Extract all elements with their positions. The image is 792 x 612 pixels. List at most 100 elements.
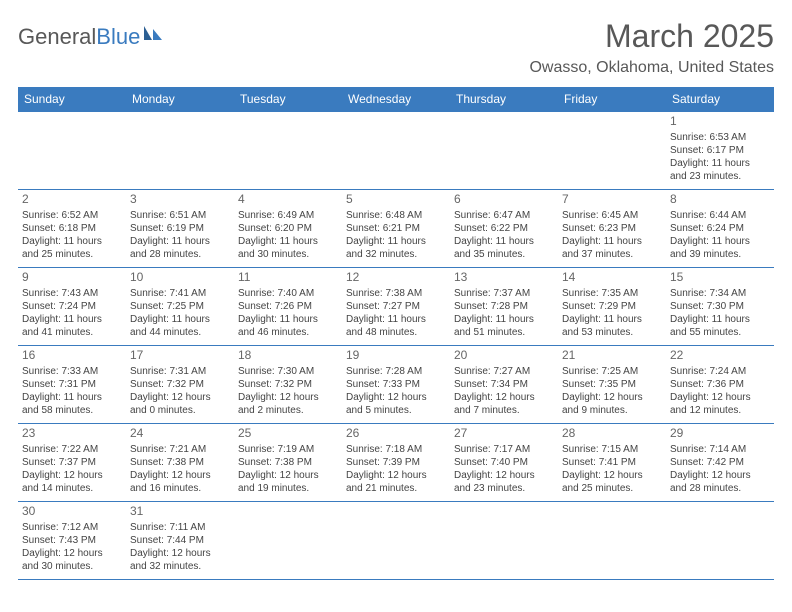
calendar-cell: 6Sunrise: 6:47 AMSunset: 6:22 PMDaylight… [450,190,558,268]
daylight-text: Daylight: 12 hours [562,469,662,482]
sunset-text: Sunset: 7:32 PM [238,378,338,391]
weekday-header: Monday [126,87,234,112]
calendar-cell: 19Sunrise: 7:28 AMSunset: 7:33 PMDayligh… [342,346,450,424]
calendar-cell: 24Sunrise: 7:21 AMSunset: 7:38 PMDayligh… [126,424,234,502]
day-number: 14 [562,270,662,286]
daylight-text: and 41 minutes. [22,326,122,339]
calendar-cell: 10Sunrise: 7:41 AMSunset: 7:25 PMDayligh… [126,268,234,346]
weekday-row: SundayMondayTuesdayWednesdayThursdayFrid… [18,87,774,112]
sunrise-text: Sunrise: 7:19 AM [238,443,338,456]
daylight-text: Daylight: 11 hours [22,391,122,404]
calendar-cell-empty [18,112,126,190]
sunset-text: Sunset: 7:32 PM [130,378,230,391]
sunset-text: Sunset: 7:34 PM [454,378,554,391]
calendar-cell: 12Sunrise: 7:38 AMSunset: 7:27 PMDayligh… [342,268,450,346]
calendar-cell-empty [234,502,342,580]
sunrise-text: Sunrise: 7:22 AM [22,443,122,456]
daylight-text: Daylight: 12 hours [346,391,446,404]
sunrise-text: Sunrise: 6:47 AM [454,209,554,222]
calendar-cell: 8Sunrise: 6:44 AMSunset: 6:24 PMDaylight… [666,190,774,268]
calendar-cell: 22Sunrise: 7:24 AMSunset: 7:36 PMDayligh… [666,346,774,424]
sunrise-text: Sunrise: 7:43 AM [22,287,122,300]
day-number: 28 [562,426,662,442]
calendar-row: 16Sunrise: 7:33 AMSunset: 7:31 PMDayligh… [18,346,774,424]
daylight-text: and 9 minutes. [562,404,662,417]
sunset-text: Sunset: 7:29 PM [562,300,662,313]
daylight-text: and 44 minutes. [130,326,230,339]
daylight-text: and 53 minutes. [562,326,662,339]
sunrise-text: Sunrise: 7:41 AM [130,287,230,300]
daylight-text: and 12 minutes. [670,404,770,417]
daylight-text: Daylight: 12 hours [670,391,770,404]
sunset-text: Sunset: 7:28 PM [454,300,554,313]
daylight-text: Daylight: 12 hours [670,469,770,482]
sunrise-text: Sunrise: 7:37 AM [454,287,554,300]
daylight-text: and 14 minutes. [22,482,122,495]
calendar-table: SundayMondayTuesdayWednesdayThursdayFrid… [18,87,774,580]
daylight-text: and 16 minutes. [130,482,230,495]
day-number: 2 [22,192,122,208]
sunset-text: Sunset: 7:36 PM [670,378,770,391]
daylight-text: and 23 minutes. [670,170,770,183]
daylight-text: Daylight: 12 hours [562,391,662,404]
day-number: 29 [670,426,770,442]
logo-sail-icon [142,24,164,42]
weekday-header: Thursday [450,87,558,112]
sunset-text: Sunset: 7:39 PM [346,456,446,469]
calendar-cell: 16Sunrise: 7:33 AMSunset: 7:31 PMDayligh… [18,346,126,424]
sunrise-text: Sunrise: 6:48 AM [346,209,446,222]
calendar-cell-empty [666,502,774,580]
sunrise-text: Sunrise: 7:25 AM [562,365,662,378]
calendar-cell-empty [450,112,558,190]
daylight-text: Daylight: 12 hours [454,391,554,404]
calendar-head: SundayMondayTuesdayWednesdayThursdayFrid… [18,87,774,112]
daylight-text: Daylight: 12 hours [238,469,338,482]
sunrise-text: Sunrise: 7:21 AM [130,443,230,456]
sunset-text: Sunset: 7:35 PM [562,378,662,391]
daylight-text: Daylight: 11 hours [562,235,662,248]
calendar-cell: 25Sunrise: 7:19 AMSunset: 7:38 PMDayligh… [234,424,342,502]
calendar-cell: 17Sunrise: 7:31 AMSunset: 7:32 PMDayligh… [126,346,234,424]
sunset-text: Sunset: 7:42 PM [670,456,770,469]
sunset-text: Sunset: 7:24 PM [22,300,122,313]
daylight-text: Daylight: 11 hours [670,313,770,326]
calendar-body: 1Sunrise: 6:53 AMSunset: 6:17 PMDaylight… [18,112,774,580]
day-number: 12 [346,270,446,286]
sunrise-text: Sunrise: 6:49 AM [238,209,338,222]
calendar-cell: 20Sunrise: 7:27 AMSunset: 7:34 PMDayligh… [450,346,558,424]
calendar-cell: 30Sunrise: 7:12 AMSunset: 7:43 PMDayligh… [18,502,126,580]
sunrise-text: Sunrise: 6:44 AM [670,209,770,222]
day-number: 16 [22,348,122,364]
logo-text-1: General [18,24,96,50]
daylight-text: Daylight: 12 hours [346,469,446,482]
day-number: 26 [346,426,446,442]
calendar-row: 2Sunrise: 6:52 AMSunset: 6:18 PMDaylight… [18,190,774,268]
sunrise-text: Sunrise: 7:11 AM [130,521,230,534]
sunset-text: Sunset: 7:31 PM [22,378,122,391]
day-number: 27 [454,426,554,442]
daylight-text: and 5 minutes. [346,404,446,417]
daylight-text: Daylight: 11 hours [22,235,122,248]
day-number: 9 [22,270,122,286]
day-number: 10 [130,270,230,286]
sunset-text: Sunset: 7:37 PM [22,456,122,469]
daylight-text: and 51 minutes. [454,326,554,339]
calendar-cell-empty [126,112,234,190]
calendar-cell: 5Sunrise: 6:48 AMSunset: 6:21 PMDaylight… [342,190,450,268]
daylight-text: and 32 minutes. [346,248,446,261]
calendar-cell: 26Sunrise: 7:18 AMSunset: 7:39 PMDayligh… [342,424,450,502]
sunset-text: Sunset: 7:38 PM [130,456,230,469]
daylight-text: Daylight: 11 hours [562,313,662,326]
daylight-text: Daylight: 11 hours [346,235,446,248]
daylight-text: and 48 minutes. [346,326,446,339]
daylight-text: Daylight: 11 hours [130,235,230,248]
calendar-cell-empty [558,502,666,580]
calendar-cell: 7Sunrise: 6:45 AMSunset: 6:23 PMDaylight… [558,190,666,268]
logo: GeneralBlue [18,24,164,50]
weekday-header: Friday [558,87,666,112]
sunset-text: Sunset: 7:44 PM [130,534,230,547]
day-number: 19 [346,348,446,364]
daylight-text: Daylight: 12 hours [130,547,230,560]
daylight-text: Daylight: 11 hours [22,313,122,326]
header: GeneralBlue March 2025 Owasso, Oklahoma,… [18,18,774,77]
